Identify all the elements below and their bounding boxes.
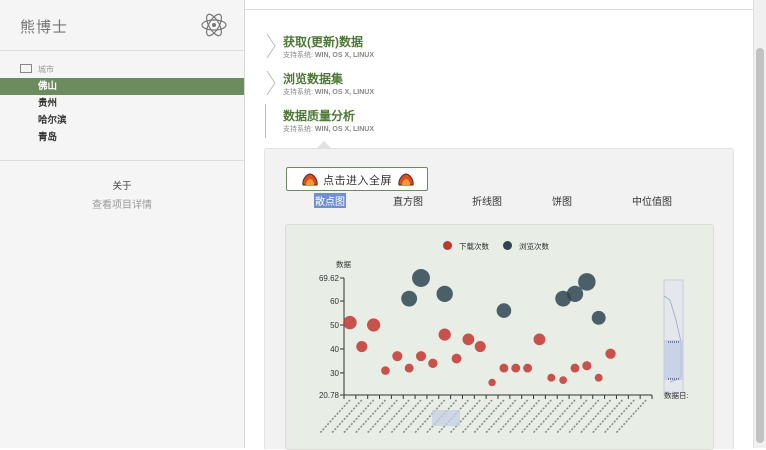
chevron-right-icon bbox=[266, 33, 276, 59]
tab-median[interactable]: 中位值图 bbox=[632, 197, 672, 208]
atom-logo-icon[interactable] bbox=[200, 12, 228, 38]
sidebar: 熊博士 城市 佛山 贵州 哈尔滨 青岛 关于 查看项目详情 bbox=[0, 0, 245, 448]
legend-dot bbox=[503, 241, 512, 250]
about-link[interactable]: 关于 bbox=[112, 181, 132, 192]
section-active-bar bbox=[265, 104, 266, 138]
flame-icon bbox=[398, 173, 414, 186]
tab-pie[interactable]: 饼图 bbox=[552, 197, 572, 208]
section-title: 数据质量分析 bbox=[283, 109, 356, 123]
legend-dot bbox=[443, 241, 452, 250]
top-bar bbox=[245, 0, 753, 10]
folder-icon bbox=[20, 64, 32, 73]
scrollbar-thumb[interactable] bbox=[756, 48, 764, 443]
tab-line[interactable]: 折线图 bbox=[472, 197, 502, 208]
sidebar-item-foshan[interactable]: 佛山 bbox=[0, 78, 244, 95]
tab-scatter[interactable]: 散点图 bbox=[314, 193, 346, 208]
section-support: 支持系统: WIN, OS X, LINUX bbox=[283, 89, 375, 96]
flame-icon bbox=[302, 173, 318, 186]
section-support: 支持系统: WIN, OS X, LINUX bbox=[283, 126, 375, 133]
panel-pointer bbox=[316, 141, 332, 149]
section-title: 浏览数据集 bbox=[283, 72, 344, 86]
legend-item-browse[interactable]: 浏览次数 bbox=[503, 241, 549, 252]
sidebar-item-qingdao[interactable]: 青岛 bbox=[38, 132, 58, 143]
sidebar-divider bbox=[0, 160, 244, 161]
fullscreen-label: 点击进入全屏 bbox=[323, 175, 392, 187]
sidebar-item-guizhou[interactable]: 贵州 bbox=[38, 98, 58, 109]
project-detail-link[interactable]: 查看项目详情 bbox=[92, 200, 152, 211]
city-heading: 城市 bbox=[20, 64, 54, 75]
section-title: 获取(更新)数据 bbox=[283, 35, 363, 49]
fullscreen-button[interactable]: 点击进入全屏 bbox=[286, 167, 428, 191]
brand-title: 熊博士 bbox=[20, 19, 69, 36]
tab-histogram[interactable]: 直方图 bbox=[393, 197, 423, 208]
sidebar-divider bbox=[0, 50, 244, 51]
chevron-right-icon bbox=[266, 70, 276, 96]
legend-item-download[interactable]: 下载次数 bbox=[443, 241, 489, 252]
y-axis-name: 数据 bbox=[336, 260, 351, 269]
section-support: 支持系统: WIN, OS X, LINUX bbox=[283, 52, 375, 59]
sidebar-item-harbin[interactable]: 哈尔滨 bbox=[38, 115, 67, 126]
chart-container bbox=[285, 224, 714, 450]
